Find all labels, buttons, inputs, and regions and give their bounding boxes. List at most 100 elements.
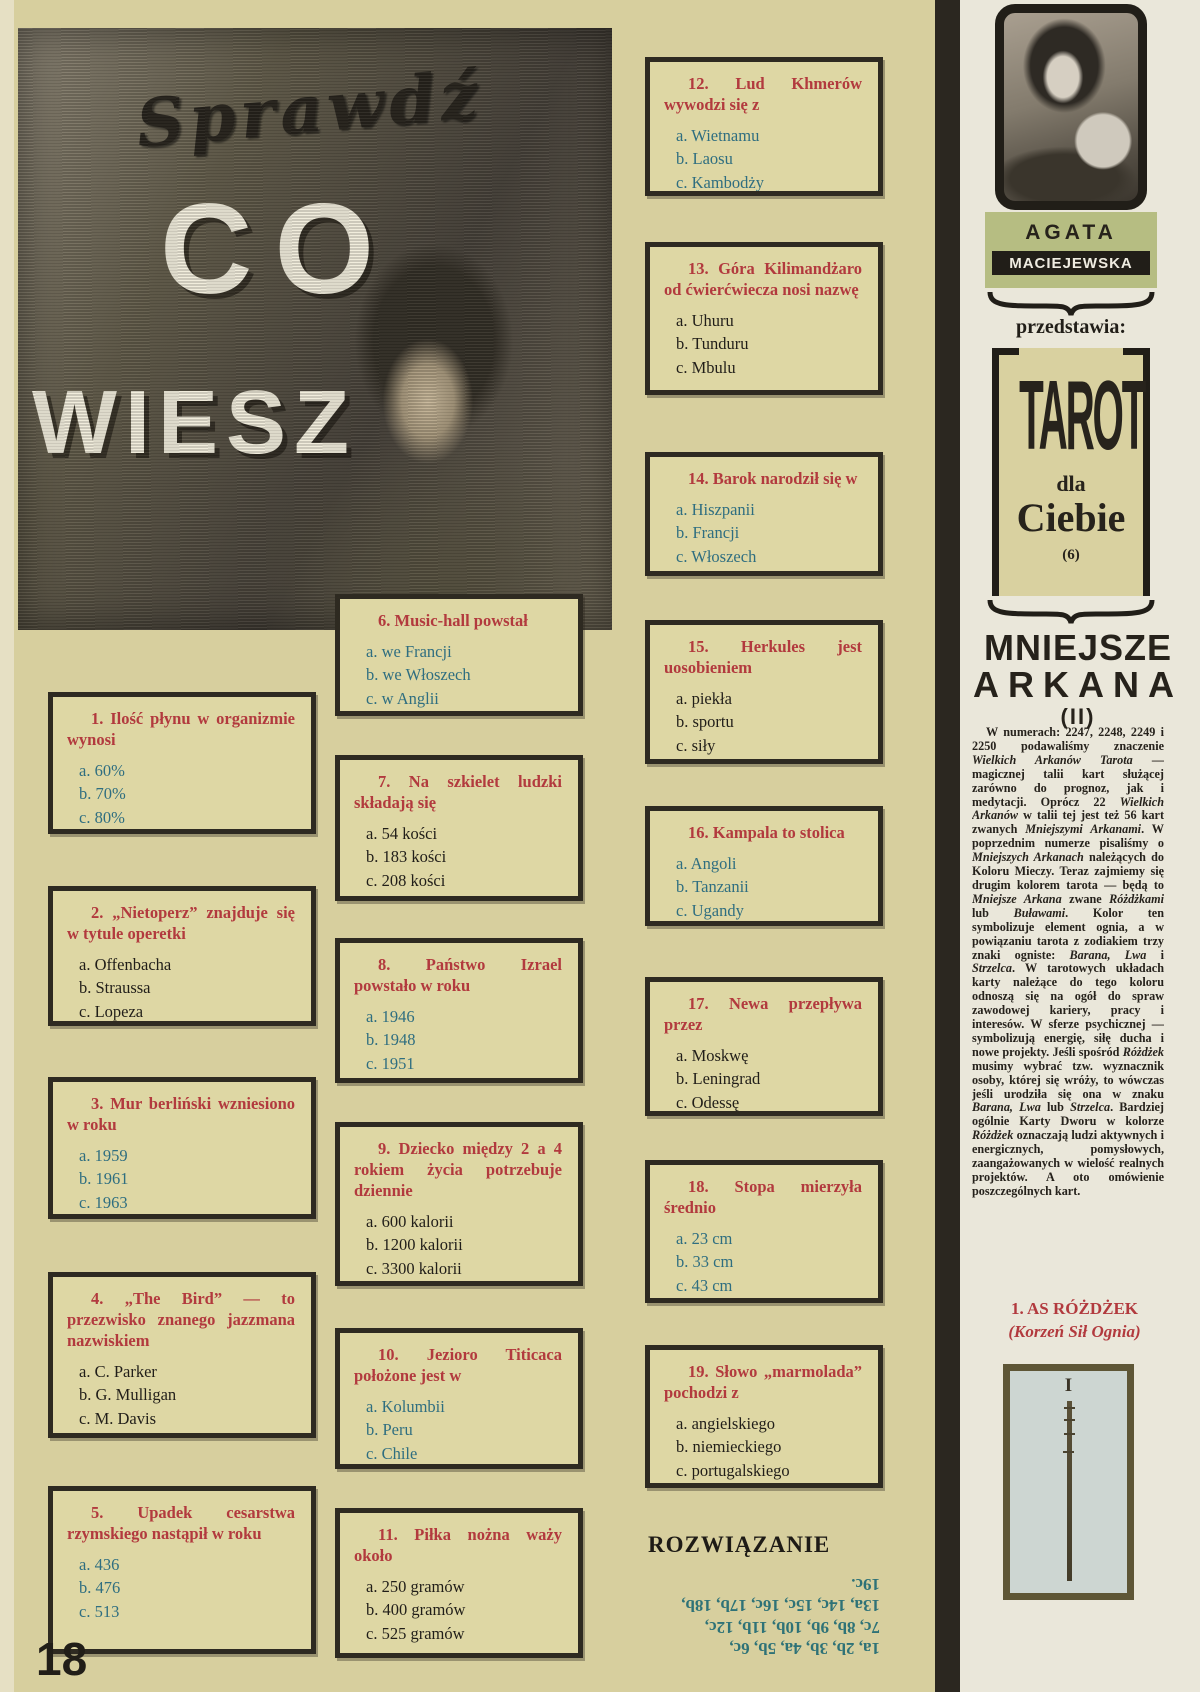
question-title: 12. Lud Khmerów wywodzi się z: [664, 74, 862, 114]
answer-list: a. 23 cm b. 33 cm c. 43 cm: [676, 1227, 862, 1297]
answer-list: a. Uhuru b. Tunduru c. Mbulu: [676, 309, 862, 379]
solution-line: 7c, 8b, 9b, 10b, 11b, 12c,: [704, 1617, 880, 1637]
answer-option: a. 436: [79, 1554, 120, 1574]
question-title: 3. Mur berliński wzniesiono w roku: [67, 1094, 295, 1134]
answer-option: b. 1200 kalorii: [366, 1235, 463, 1255]
masthead-title-line2: WIESZ: [32, 373, 357, 473]
answer-list: a. 1959 b. 1961 c. 1963: [79, 1144, 295, 1214]
answer-option: c. w Anglii: [366, 688, 439, 708]
section-heading-line2: ARKANA: [973, 664, 1183, 705]
answer-option: a. Angoli: [676, 853, 737, 873]
author-last-name: MACIEJEWSKA: [992, 251, 1150, 275]
series-part-number: (6): [1062, 547, 1080, 563]
question-box-9: 9. Dziecko między 2 a 4 rokiem życia pot…: [335, 1122, 583, 1286]
solution-heading: ROZWIĄZANIE: [648, 1532, 831, 1557]
answer-option: a. 600 kalorii: [366, 1211, 454, 1231]
page-number: 18: [36, 1633, 88, 1685]
answer-list: a. 250 gramów b. 400 gramów c. 525 gramów: [366, 1575, 562, 1645]
answer-option: a. Offenbacha: [79, 954, 172, 974]
question-title: 10. Jezioro Titicaca położone jest w: [354, 1345, 562, 1385]
article-body: W numerach: 2247, 2248, 2249 i 2250 poda…: [972, 726, 1164, 1198]
answer-option: a. 1959: [79, 1145, 128, 1165]
question-box-12: 12. Lud Khmerów wywodzi się z a. Wietnamu…: [645, 57, 883, 196]
answer-option: c. 3300 kalorii: [366, 1258, 462, 1278]
section-heading-line1: MNIEJSZE: [983, 627, 1173, 668]
question-title: 4. „The Bird” — to przezwisko znanego ja…: [67, 1289, 295, 1350]
masthead-title-line1: CO: [160, 178, 396, 321]
answer-option: a. Wietnamu: [676, 125, 760, 145]
answer-option: c. 1963: [79, 1192, 128, 1212]
answer-option: a. Hiszpanii: [676, 499, 755, 519]
solution-line: 1a, 2b, 3b, 4a, 5b, 6c,: [729, 1639, 880, 1658]
question-box-3: 3. Mur berliński wzniesiono w roku a. 195…: [48, 1077, 316, 1219]
question-title: 1. Ilość płynu w organizmie wynosi: [67, 709, 295, 749]
author-name-box: AGATA MACIEJEWSKA: [985, 212, 1157, 288]
series-subtitle-1: dla: [1056, 471, 1086, 496]
answer-option: b. Leningrad: [676, 1069, 761, 1089]
brace-ornament: [987, 291, 1155, 316]
answer-list: a. we Francji b. we Włoszech c. w Anglii: [366, 640, 562, 710]
solution-line: 19c.: [851, 1575, 880, 1595]
answer-option: c. 1951: [366, 1053, 415, 1073]
question-box-16: 16. Kampala to stolica a. Angoli b. Tanzan…: [645, 806, 883, 926]
answer-option: c. 513: [79, 1601, 120, 1621]
answer-list: a. 436 b. 476 c. 513: [79, 1553, 295, 1623]
answer-option: c. Odessę: [676, 1092, 740, 1112]
answer-option: b. sportu: [676, 712, 734, 732]
answer-option: c. M. Davis: [79, 1408, 156, 1428]
answer-option: b. G. Mulligan: [79, 1385, 177, 1405]
series-title: TAROT: [1019, 359, 1146, 470]
answer-option: a. C. Parker: [79, 1361, 157, 1381]
brace-ornament: [987, 599, 1155, 624]
answer-option: a. 54 kości: [366, 823, 438, 843]
series-title-panel: TAROT dla Ciebie (6): [992, 348, 1150, 596]
card-heading-line1: 1. AS RÓŻDŻEK: [1010, 1299, 1139, 1318]
masthead-script-title: Sprawdź: [133, 55, 486, 163]
answer-list: a. Wietnamu b. Laosu c. Kambodży: [676, 124, 862, 192]
answer-list: a. Angoli b. Tanzanii c. Ugandy: [676, 852, 862, 921]
question-box-14: 14. Barok narodził się w a. Hiszpanii b. F…: [645, 452, 883, 576]
author-photo: [995, 4, 1147, 210]
question-box-2: 2. „Nietoperz” znajduje się w tytule ope…: [48, 886, 316, 1026]
question-title: 14. Barok narodził się w: [688, 469, 858, 488]
question-box-4: 4. „The Bird” — to przezwisko znanego ja…: [48, 1272, 316, 1438]
question-box-5: 5. Upadek cesarstwa rzymskiego nastąpił …: [48, 1486, 316, 1654]
answer-option: b. 70%: [79, 784, 126, 804]
answer-option: c. 525 gramów: [366, 1623, 465, 1643]
question-title: 16. Kampala to stolica: [688, 823, 845, 842]
answer-option: b. we Włoszech: [366, 665, 471, 685]
question-box-17: 17. Newa przepływa przez a. Moskwę b. Leni…: [645, 977, 883, 1116]
answer-option: a. Uhuru: [676, 310, 734, 330]
answer-option: b. Tanzanii: [676, 877, 749, 897]
answer-list: a. 1946 b. 1948 c. 1951: [366, 1005, 562, 1075]
question-title: 7. Na szkielet ludzki składają się: [354, 772, 562, 812]
question-title: 13. Góra Kilimandżaro od ćwierćwiecza no…: [664, 259, 862, 299]
question-title: 11. Piłka nożna waży około: [354, 1525, 562, 1565]
question-title: 19. Słowo „marmolada” pochodzi z: [664, 1362, 862, 1402]
solution-line: 13a, 14c, 15c, 16c, 17b, 18b,: [681, 1596, 880, 1616]
answer-option: b. 476: [79, 1578, 121, 1598]
question-box-19: 19. Słowo „marmolada” pochodzi z a. angie…: [645, 1345, 883, 1488]
answer-option: b. Tunduru: [676, 334, 749, 354]
divider-rule: [935, 0, 960, 1692]
tarot-card-illustration: I: [1003, 1364, 1134, 1600]
solution-lines: 1a, 2b, 3b, 4a, 5b, 6c, 7c, 8b, 9b, 10b, …: [608, 1574, 880, 1659]
question-title: 15. Herkules jest uosobieniem: [664, 637, 862, 677]
tarot-card-numeral: I: [1064, 1375, 1073, 1396]
answer-option: b. niemieckiego: [676, 1437, 782, 1457]
answer-option: a. 250 gramów: [366, 1576, 465, 1596]
card-heading: 1. AS RÓŻDŻEK (Korzeń Sił Ognia): [962, 1298, 1187, 1344]
question-box-7: 7. Na szkielet ludzki składają się a. 54 …: [335, 755, 583, 901]
answer-option: c. Kambodży: [676, 172, 764, 192]
answer-list: a. 600 kalorii b. 1200 kalorii c. 3300 kal…: [366, 1210, 562, 1280]
question-title: 17. Newa przepływa przez: [664, 994, 862, 1034]
answer-option: b. Francji: [676, 523, 740, 543]
question-title: 9. Dziecko między 2 a 4 rokiem życia pot…: [354, 1139, 562, 1200]
question-box-15: 15. Herkules jest uosobieniem a. piekła b.…: [645, 620, 883, 764]
question-box-1: 1. Ilość płynu w organizmie wynosi a. 60%…: [48, 692, 316, 834]
answer-option: c. portugalskiego: [676, 1460, 790, 1480]
answer-list: a. Kolumbii b. Peru c. Chile: [366, 1395, 562, 1464]
answer-option: c. Chile: [366, 1443, 418, 1463]
question-box-18: 18. Stopa mierzyła średnio a. 23 cm b. 33 …: [645, 1160, 883, 1303]
answer-option: b. Peru: [366, 1420, 413, 1440]
